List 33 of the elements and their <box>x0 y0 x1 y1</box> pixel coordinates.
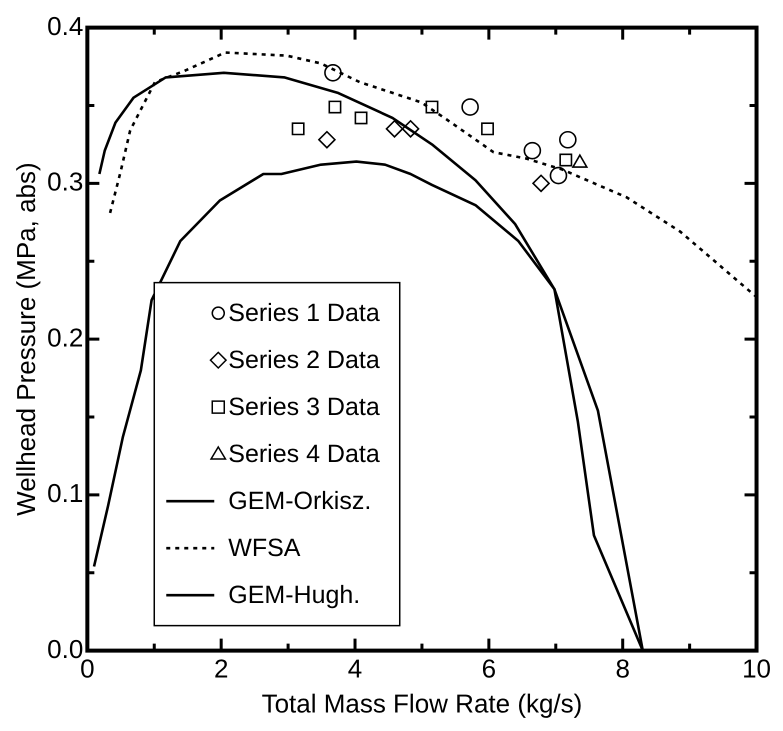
legend-label: GEM-Hugh. <box>228 581 360 610</box>
point <box>354 111 368 124</box>
legend-label: Series 1 Data <box>228 299 380 328</box>
point <box>524 142 542 160</box>
legend-label: Series 3 Data <box>228 393 380 422</box>
point <box>324 64 342 82</box>
point <box>402 120 420 138</box>
x-tick-label: 10 <box>742 653 771 684</box>
point <box>426 100 438 114</box>
x-tick-label: 8 <box>615 653 630 684</box>
point <box>559 130 577 149</box>
y-tick-label: 0.2 <box>47 322 84 352</box>
legend-label: GEM-Orkisz. <box>228 487 372 516</box>
x-tick-label: 6 <box>482 653 496 684</box>
x-axis-title: Total Mass Flow Rate (kg/s) <box>262 688 582 719</box>
point <box>559 154 572 166</box>
x-tick-label: 4 <box>348 653 362 684</box>
point <box>550 166 568 184</box>
y-tick-label: 0.1 <box>47 478 84 508</box>
point <box>292 122 305 136</box>
x-tick-label: 2 <box>214 653 228 684</box>
y-tick-label: 0.4 <box>47 10 84 41</box>
point <box>461 98 479 116</box>
legend-label: WFSA <box>228 534 301 562</box>
y-tick-label: 0.3 <box>47 166 84 197</box>
point <box>318 130 336 149</box>
point <box>481 122 494 136</box>
y-axis-title: Wellhead Pressure (MPa, abs) <box>10 162 41 516</box>
point <box>532 174 550 192</box>
legend-label: Series 2 Data <box>228 346 380 374</box>
point <box>328 100 342 114</box>
point <box>386 120 404 138</box>
legend-label: Series 4 Data <box>228 440 380 468</box>
